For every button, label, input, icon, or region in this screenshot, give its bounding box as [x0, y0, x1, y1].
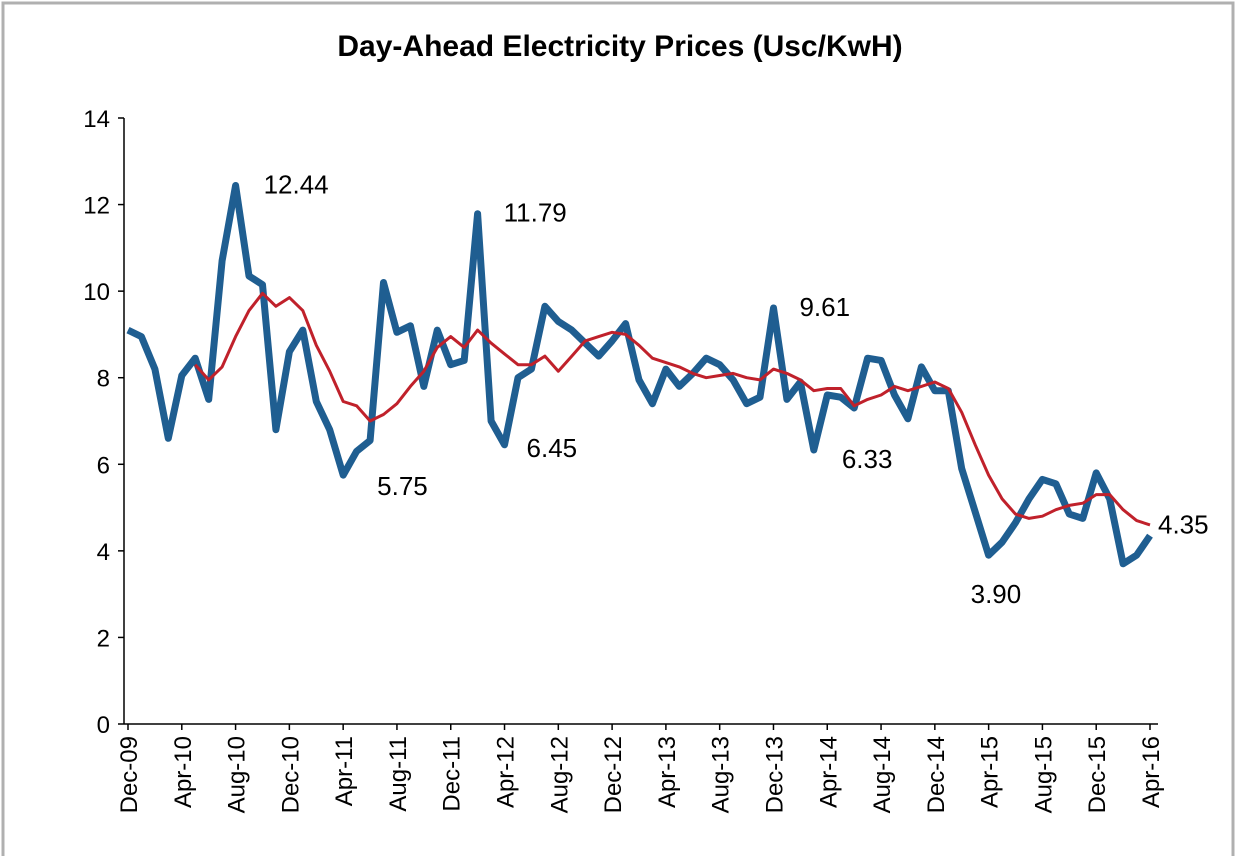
x-tick-label: Aug-14	[869, 736, 896, 813]
y-tick-label: 6	[97, 452, 110, 479]
x-tick-label: Apr-10	[170, 736, 197, 808]
x-tick-label: Dec-15	[1084, 736, 1111, 813]
x-tick-label: Dec-14	[923, 736, 950, 813]
x-tick-label: Apr-13	[654, 736, 681, 808]
x-tick-label: Dec-13	[761, 736, 788, 813]
y-tick-label: 0	[97, 712, 110, 739]
y-tick-label: 4	[97, 539, 110, 566]
data-label: 4.35	[1158, 510, 1209, 540]
x-tick-label: Apr-15	[977, 736, 1004, 808]
x-tick-label: Dec-09	[116, 736, 143, 813]
x-tick-label: Aug-12	[546, 736, 573, 813]
x-tick-label: Dec-10	[277, 736, 304, 813]
y-tick-label: 8	[97, 366, 110, 393]
x-tick-label: Dec-11	[439, 736, 466, 812]
data-label: 3.90	[971, 579, 1022, 609]
data-label: 9.61	[799, 292, 850, 322]
x-tick-label: Aug-11	[385, 736, 412, 812]
x-tick-label: Apr-14	[815, 736, 842, 808]
data-label: 11.79	[504, 198, 567, 228]
x-tick-label: Apr-16	[1138, 736, 1165, 808]
x-tick-label: Apr-12	[493, 736, 520, 808]
series-line	[194, 291, 1151, 527]
data-label: 6.33	[842, 444, 893, 474]
x-tick-label: Apr-11	[331, 736, 358, 806]
data-label: 5.75	[377, 471, 428, 501]
x-tick-label: Aug-13	[708, 736, 735, 813]
y-tick-label: 14	[83, 106, 110, 133]
y-tick-label: 10	[83, 279, 110, 306]
x-tick-label: Aug-10	[224, 736, 251, 813]
data-label: 6.45	[527, 433, 578, 463]
x-tick-label: Dec-12	[600, 736, 627, 813]
y-tick-label: 2	[97, 625, 110, 652]
series-line	[126, 182, 1153, 568]
x-tick-label: Aug-15	[1030, 736, 1057, 813]
y-tick-label: 12	[83, 193, 110, 220]
data-label: 12.44	[264, 170, 329, 200]
chart-title: Day-Ahead Electricity Prices (Usc/KwH)	[337, 30, 902, 63]
